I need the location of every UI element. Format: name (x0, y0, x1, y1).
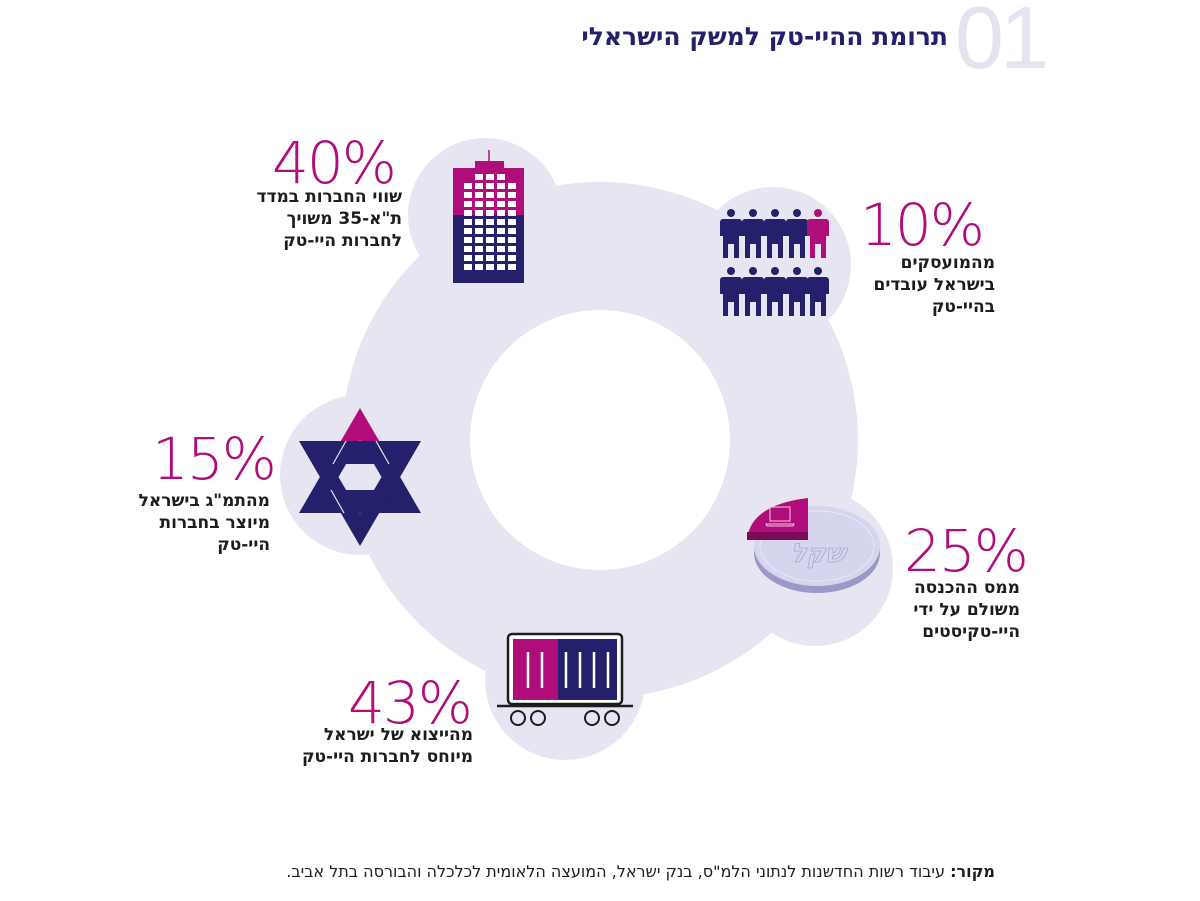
stat-value-tase: 40% (272, 129, 397, 197)
stat-desc-employment: מהמועסקים בישראל עובדים בהיי-טק (873, 253, 995, 317)
highlighted-person-icon (807, 209, 829, 258)
coin-label: שקל (791, 539, 849, 569)
stat-desc-income-tax: ממס ההכנסה משולם על ידי היי-טקיסטים (913, 578, 1020, 642)
source-label: מקור: (950, 862, 995, 881)
page-title: תרומת ההיי-טק למשק הישראלי (581, 22, 948, 51)
source-note: מקור: עיבוד רשות החדשנות לנתוני הלמ"ס, ב… (286, 862, 995, 881)
stat-desc-gdp: מהתמ"ג בישראל מיוצר בחברות היי-טק (138, 491, 270, 555)
stat-desc-exports: מהייצוא של ישראל מיוחס לחברות היי-טק (301, 725, 473, 767)
star-of-david-icon (299, 408, 421, 546)
stat-value-income-tax: 25% (904, 517, 1029, 585)
stat-value-employment: 10% (860, 191, 985, 259)
people-icon (720, 209, 829, 316)
stat-value-exports: 43% (348, 669, 473, 737)
laptop-icon (765, 506, 795, 527)
section-number: 01 (955, 0, 1049, 87)
source-text: עיבוד רשות החדשנות לנתוני הלמ"ס, בנק ישר… (286, 862, 951, 881)
stat-desc-tase: שווי החברות במדד ת"א-35 משויך לחברות היי… (256, 187, 402, 251)
building-icon (453, 150, 524, 283)
shekel-coin-icon: שקל (747, 498, 880, 593)
stat-value-gdp: 15% (152, 425, 277, 493)
cargo-container-icon (497, 632, 633, 726)
